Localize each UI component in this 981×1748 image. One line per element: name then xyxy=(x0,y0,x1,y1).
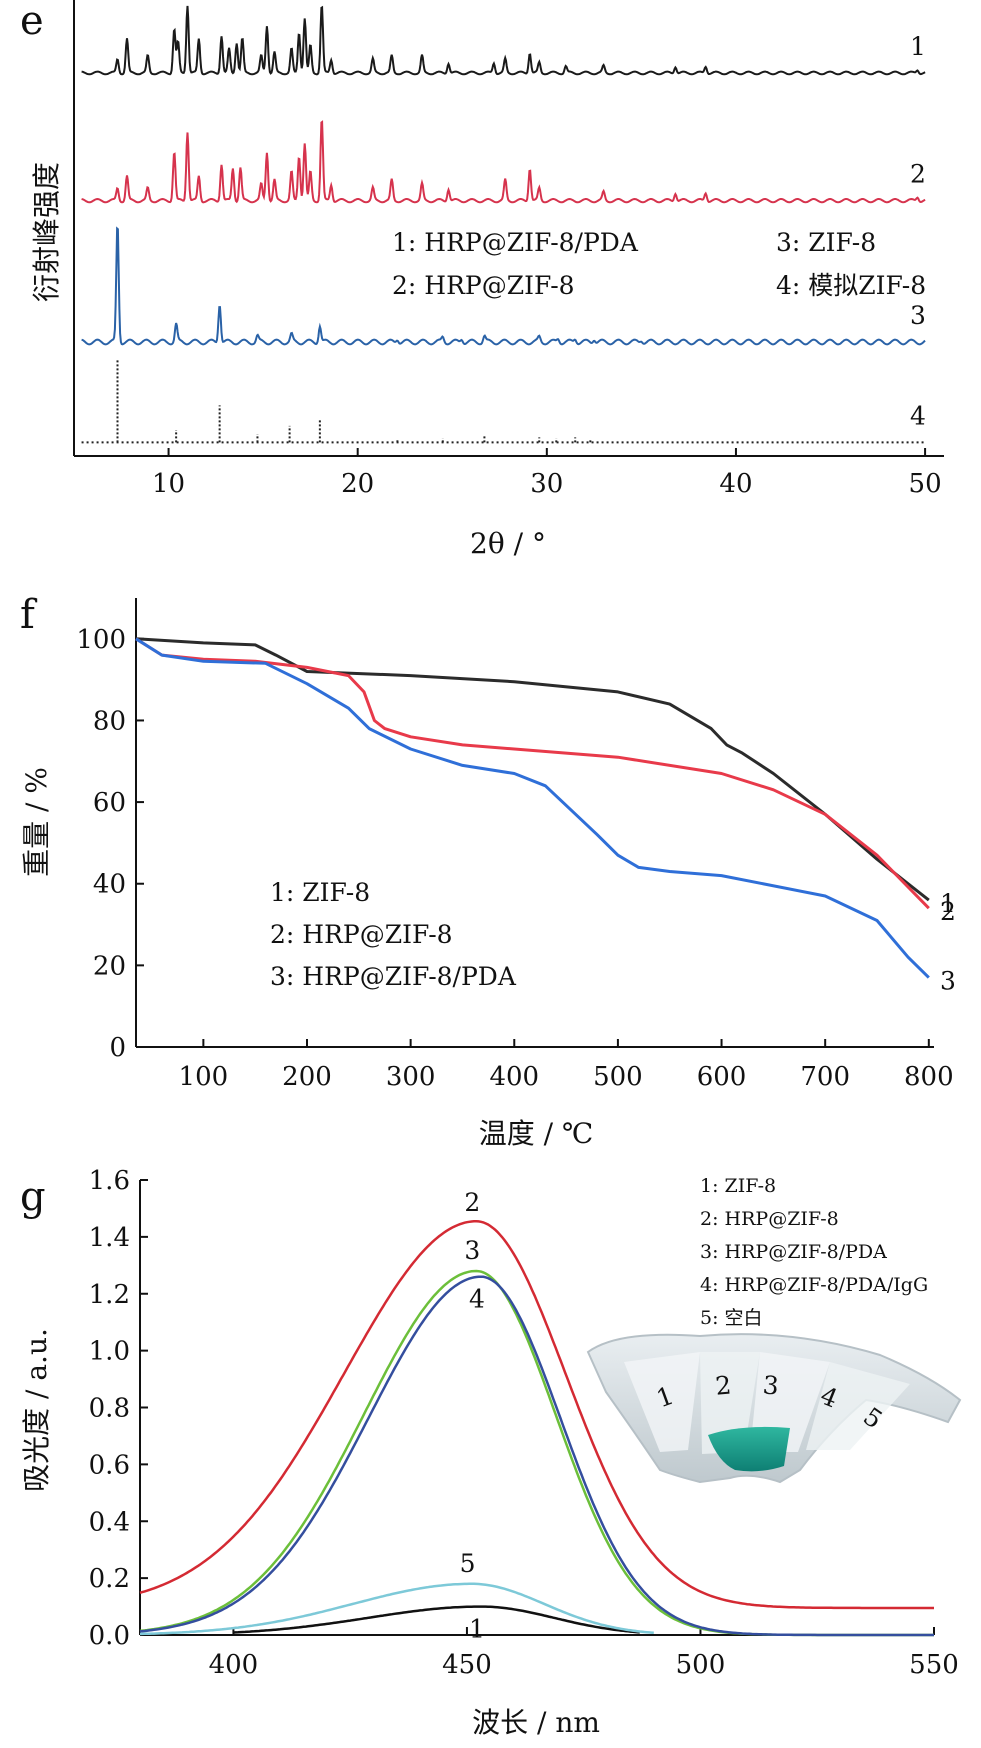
f-y-tick-label: 0 xyxy=(109,1033,126,1063)
f-series-number-2: 2 xyxy=(940,897,956,926)
f-y-tick-label: 100 xyxy=(76,625,126,655)
f-series-line-1 xyxy=(135,637,930,902)
f-y-axis-label: 重量 / % xyxy=(20,767,53,877)
g-series-group xyxy=(139,1219,934,1637)
g-x-tick-label: 400 xyxy=(209,1650,259,1680)
g-y-tick-label: 0.6 xyxy=(89,1450,130,1480)
g-y-tick-label: 0.0 xyxy=(89,1621,130,1651)
f-series-line-2 xyxy=(135,637,930,910)
e-series-line-2 xyxy=(81,120,926,204)
inset-tube xyxy=(806,1362,910,1450)
f-y-tick-label: 20 xyxy=(93,951,126,981)
g-series-line-5 xyxy=(139,1582,654,1636)
f-x-tick-label: 100 xyxy=(179,1062,229,1092)
f-series-line-3 xyxy=(135,637,930,979)
panel-e: e 10 20 30 40 50 1 2 3 4 2θ / ° 衍射峰强度 1: HRP@ZI… xyxy=(20,0,944,560)
g-series-line-2 xyxy=(139,1219,934,1610)
g-series-labels: 1 2 3 4 5 xyxy=(460,1188,485,1644)
g-y-axis-label: 吸光度 / a.u. xyxy=(20,1328,53,1492)
e-x-axis-label: 2θ / ° xyxy=(470,527,546,560)
g-legend: 1: ZIF-8 2: HRP@ZIF-8 3: HRP@ZIF-8/PDA 4… xyxy=(700,1175,928,1329)
g-y-tick-label: 1.0 xyxy=(89,1337,130,1367)
f-x-tick-label: 400 xyxy=(489,1062,539,1092)
f-x-tick-label: 600 xyxy=(697,1062,747,1092)
g-x-tick-label: 550 xyxy=(909,1650,959,1680)
f-y-tick-label: 80 xyxy=(93,706,126,736)
g-x-tick-label: 500 xyxy=(676,1650,726,1680)
g-series-number-1: 1 xyxy=(469,1614,485,1643)
f-series-labels: 12 3 xyxy=(940,889,956,996)
panel-f: f 100 200 300 400 500 600 700 800 0 20 40 60 80 100 1… xyxy=(20,592,956,1150)
g-y-tick-label: 0.4 xyxy=(89,1507,130,1537)
f-x-tick-label: 700 xyxy=(800,1062,850,1092)
g-y-tick-label: 1.2 xyxy=(89,1280,130,1310)
f-legend-item-3: 3: HRP@ZIF-8/PDA xyxy=(270,962,517,991)
g-legend-item-2: 2: HRP@ZIF-8 xyxy=(700,1208,839,1230)
panel-g: g 400 450 500 550 0.0 0.2 0.4 0.6 0.8 1.0 1.2 1.4 1.… xyxy=(20,1166,962,1739)
e-legend-item-3: 3: ZIF-8 xyxy=(776,228,876,257)
f-x-axis-label: 温度 / ℃ xyxy=(479,1117,594,1150)
g-y-tick-label: 0.2 xyxy=(89,1564,130,1594)
g-series-number-4: 4 xyxy=(469,1284,485,1313)
e-series-number-1: 1 xyxy=(910,32,926,61)
e-series-number-2: 2 xyxy=(910,160,926,189)
g-series-number-5: 5 xyxy=(460,1549,476,1578)
e-x-tick-label: 40 xyxy=(719,469,752,499)
e-series-line-3 xyxy=(81,226,926,346)
g-series-line-4 xyxy=(139,1275,934,1637)
e-y-axis-label: 衍射峰强度 xyxy=(30,162,63,302)
f-series-number-3: 3 xyxy=(940,967,956,996)
e-legend-item-4: 4: 模拟ZIF-8 xyxy=(776,271,926,300)
g-legend-item-5: 5: 空白 xyxy=(700,1307,763,1329)
g-series-number-2: 2 xyxy=(464,1188,480,1217)
g-inset-photo: 1 2 3 45 xyxy=(586,1333,962,1484)
g-series-line-3 xyxy=(139,1269,934,1637)
g-legend-item-1: 1: ZIF-8 xyxy=(700,1175,776,1197)
panel-label-f: f xyxy=(20,592,38,638)
f-x-tick-label: 300 xyxy=(386,1062,436,1092)
g-series-number-3: 3 xyxy=(464,1236,480,1265)
g-y-tick-label: 0.8 xyxy=(89,1394,130,1424)
inset-green-solution xyxy=(708,1426,790,1472)
g-series-line-1 xyxy=(233,1605,640,1634)
e-series-group xyxy=(81,5,926,444)
inset-label-3: 3 xyxy=(762,1370,780,1400)
g-y-tick-label: 1.6 xyxy=(89,1166,130,1196)
e-legend: 1: HRP@ZIF-8/PDA 2: HRP@ZIF-8 3: ZIF-8 4… xyxy=(392,228,926,300)
e-legend-item-2: 2: HRP@ZIF-8 xyxy=(392,271,575,300)
e-series-line-1 xyxy=(81,5,926,76)
f-ticks: 100 200 300 400 500 600 700 800 0 20 40 60 80 100 xyxy=(76,625,953,1092)
f-x-tick-label: 500 xyxy=(593,1062,643,1092)
g-legend-item-4: 4: HRP@ZIF-8/PDA/IgG xyxy=(700,1274,928,1296)
f-legend-item-1: 1: ZIF-8 xyxy=(270,878,370,907)
f-x-tick-label: 200 xyxy=(282,1062,332,1092)
f-series-number-1: 1 xyxy=(940,889,956,918)
e-series-number-4: 4 xyxy=(910,401,926,430)
e-x-tick-label: 20 xyxy=(341,469,374,499)
f-x-tick-label: 800 xyxy=(904,1062,954,1092)
f-y-tick-label: 40 xyxy=(93,870,126,900)
inset-label-2: 2 xyxy=(714,1370,732,1400)
f-legend: 1: ZIF-8 2: HRP@ZIF-8 3: HRP@ZIF-8/PDA xyxy=(270,878,517,991)
e-x-ticks: 10 20 30 40 50 xyxy=(152,448,942,499)
e-legend-item-1: 1: HRP@ZIF-8/PDA xyxy=(392,228,639,257)
f-series-group xyxy=(135,637,930,979)
f-y-tick-label: 60 xyxy=(93,788,126,818)
g-ticks: 400 450 500 550 0.0 0.2 0.4 0.6 0.8 1.0 1.2 1.4 1.6 xyxy=(89,1166,959,1680)
e-x-tick-label: 50 xyxy=(909,469,942,499)
panel-label-e: e xyxy=(20,0,44,44)
g-x-axis-label: 波长 / nm xyxy=(472,1706,600,1739)
inset-tube xyxy=(624,1352,700,1452)
panel-label-g: g xyxy=(20,1174,46,1220)
f-legend-item-2: 2: HRP@ZIF-8 xyxy=(270,920,453,949)
e-series-number-3: 3 xyxy=(910,301,926,330)
e-x-tick-label: 10 xyxy=(152,469,185,499)
e-x-tick-label: 30 xyxy=(530,469,563,499)
g-legend-item-3: 3: HRP@ZIF-8/PDA xyxy=(700,1241,887,1263)
e-series-labels: 1 2 3 4 xyxy=(910,32,926,430)
g-y-tick-label: 1.4 xyxy=(89,1223,130,1253)
g-x-tick-label: 450 xyxy=(442,1650,492,1680)
